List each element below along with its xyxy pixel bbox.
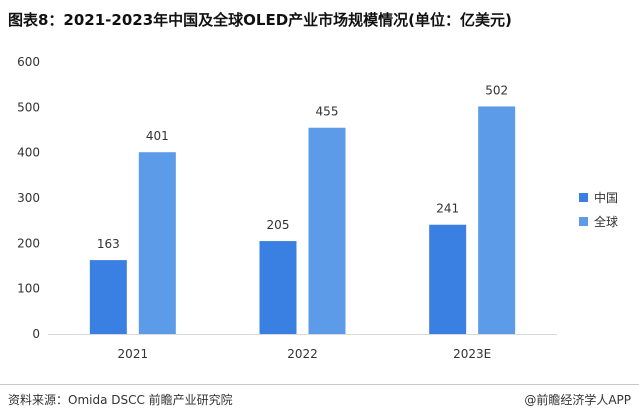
x-tick-label: 2021 [118, 347, 149, 361]
chart-title: 图表8：2021-2023年中国及全球OLED产业市场规模情况(单位：亿美元) [8, 11, 512, 29]
legend: 中国 全球 [579, 189, 618, 237]
data-label: 455 [316, 105, 339, 119]
legend-swatch-global [579, 216, 588, 226]
bar-chart: 0 100 200 300 400 500 600 163 401 2021 205 455 2022 2… [17, 55, 557, 361]
bar-global-2021 [138, 152, 176, 334]
y-tick-label: 400 [17, 146, 40, 160]
bar-global-2022 [308, 127, 346, 334]
legend-swatch-china [579, 192, 588, 202]
data-label: 163 [97, 237, 120, 251]
data-label: 241 [436, 202, 459, 216]
y-tick-label: 600 [17, 55, 40, 69]
bar-china-2023E [429, 224, 467, 334]
footer-divider [0, 384, 639, 385]
legend-item-china: 中国 [579, 189, 618, 205]
bar-global-2023E [478, 106, 516, 334]
legend-label-china: 中国 [594, 190, 619, 205]
bar-china-2021 [89, 260, 127, 334]
data-label: 502 [485, 83, 508, 97]
y-tick-label: 500 [17, 100, 40, 114]
legend-label-global: 全球 [594, 214, 619, 229]
x-tick-label: 2023E [453, 347, 491, 361]
bar-china-2022 [259, 241, 297, 334]
y-tick-label: 100 [17, 282, 40, 296]
data-label: 401 [146, 129, 169, 143]
brand-credit: @前瞻经济学人APP [524, 393, 631, 407]
source-note: 资料来源：Omida DSCC 前瞻产业研究院 [8, 393, 233, 407]
x-tick-label: 2022 [287, 347, 318, 361]
legend-item-global: 全球 [579, 213, 618, 229]
y-tick-label: 200 [17, 236, 40, 250]
y-tick-label: 0 [32, 327, 40, 341]
y-tick-label: 300 [17, 191, 40, 205]
data-label: 205 [267, 218, 290, 232]
